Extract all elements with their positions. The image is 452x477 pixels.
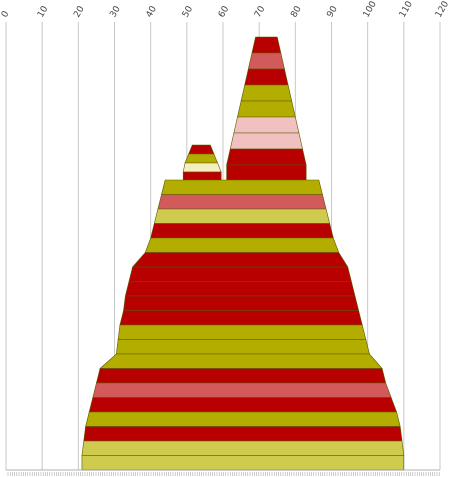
x-tick-label: 100 xyxy=(362,0,379,20)
top-peak-band xyxy=(244,68,289,86)
data-bands xyxy=(81,36,405,471)
small-peak-band xyxy=(184,153,219,164)
x-tick-label: 70 xyxy=(253,4,268,19)
top-peak-band xyxy=(226,164,307,182)
main-body-band xyxy=(88,397,398,413)
top-peak-band xyxy=(251,36,282,54)
x-tick-label: 110 xyxy=(398,0,415,20)
top-peak-band xyxy=(229,132,303,150)
main-body-band xyxy=(161,179,323,195)
main-body-band xyxy=(85,411,401,427)
x-tick-labels: 0 10 20 30 40 50 60 70 80 90 100 110 120 xyxy=(0,0,451,20)
main-body-band xyxy=(92,382,392,398)
x-tick-label: 0 xyxy=(0,9,12,19)
x-tick-label: 60 xyxy=(217,4,232,19)
main-body-band xyxy=(119,310,363,326)
x-tick-label: 50 xyxy=(181,4,196,19)
top-peak-band xyxy=(247,52,285,70)
main-body-band xyxy=(144,237,340,253)
x-tick-label: 80 xyxy=(289,4,304,19)
x-tick-label: 30 xyxy=(108,4,123,19)
x-tick-label: 90 xyxy=(325,4,340,19)
main-body-band xyxy=(150,223,334,239)
main-body-band xyxy=(81,440,405,456)
main-body-band xyxy=(99,353,383,369)
main-body-band xyxy=(128,266,352,282)
x-tick-label: 120 xyxy=(434,0,451,20)
small-peak-band xyxy=(188,144,215,155)
main-body-band xyxy=(131,252,349,268)
x-tick-label: 20 xyxy=(72,4,87,19)
main-body-band xyxy=(115,339,370,355)
main-body-band xyxy=(153,208,331,224)
x-tick-label: 40 xyxy=(145,4,160,19)
main-body-band xyxy=(96,368,387,384)
small-peak xyxy=(182,144,222,182)
top-peak-band xyxy=(233,116,300,134)
baseline-strip xyxy=(6,469,440,476)
top-peak-band xyxy=(226,148,307,166)
small-peak-band xyxy=(182,162,222,173)
main-body-band xyxy=(123,295,360,311)
main-body-band xyxy=(81,455,405,471)
top-peak xyxy=(226,36,307,182)
main-body-band xyxy=(124,281,356,297)
main-body xyxy=(81,179,405,471)
top-peak-band xyxy=(240,84,293,102)
top-peak-band xyxy=(237,100,296,118)
small-peak-band xyxy=(182,171,222,182)
main-body-band xyxy=(117,324,367,340)
x-tick-label: 10 xyxy=(36,4,51,19)
main-body-band xyxy=(83,426,403,442)
main-body-band xyxy=(157,194,327,210)
